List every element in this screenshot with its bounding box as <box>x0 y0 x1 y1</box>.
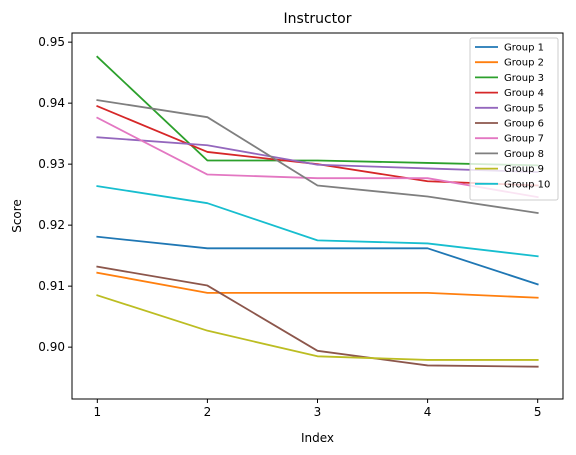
legend-label-group-2: Group 2 <box>504 58 544 69</box>
series-line-group-5 <box>96 136 539 174</box>
legend-label-group-9: Group 9 <box>504 164 544 175</box>
series-line-group-10 <box>96 185 539 258</box>
series-line-group-7 <box>96 116 539 199</box>
series-line-group-3 <box>96 55 539 167</box>
legend-label-group-4: Group 4 <box>504 88 544 99</box>
x-tick-label: 4 <box>424 405 432 419</box>
legend-label-group-10: Group 10 <box>504 179 550 190</box>
legend-label-group-3: Group 3 <box>504 73 544 84</box>
y-tick-label: 0.91 <box>38 279 65 293</box>
y-tick-label: 0.95 <box>38 35 65 49</box>
x-tick-label: 5 <box>534 405 542 419</box>
y-tick-label: 0.90 <box>38 340 65 354</box>
series-line-group-2 <box>96 271 539 299</box>
legend-label-group-5: Group 5 <box>504 103 544 114</box>
legend-label-group-1: Group 1 <box>504 43 544 54</box>
plot-lines <box>96 55 539 368</box>
legend-box <box>469 37 559 201</box>
y-tick-label: 0.93 <box>38 157 65 171</box>
y-tick-label: 0.94 <box>38 96 65 110</box>
y-axis-label: Score <box>10 199 24 233</box>
series-line-group-8 <box>96 99 539 214</box>
x-axis-ticks: 1 2 3 4 5 <box>94 399 542 419</box>
legend-label-group-8: Group 8 <box>504 149 544 160</box>
chart-title: Instructor <box>284 11 352 27</box>
x-tick-label: 2 <box>204 405 212 419</box>
x-axis-label: Index <box>301 431 334 445</box>
series-line-group-1 <box>96 235 539 286</box>
legend: Group 1 Group 2 Group 3 Group 4 Group 5 Group… <box>469 37 559 201</box>
series-line-group-9 <box>96 294 539 361</box>
y-tick-label: 0.92 <box>38 218 65 232</box>
legend-label-group-6: Group 6 <box>504 119 544 130</box>
legend-label-group-7: Group 7 <box>504 134 544 145</box>
x-tick-label: 3 <box>314 405 322 419</box>
y-axis-ticks: 0.90 0.91 0.92 0.93 0.94 0.95 <box>38 35 72 354</box>
series-line-group-6 <box>96 265 539 368</box>
x-tick-label: 1 <box>94 405 102 419</box>
